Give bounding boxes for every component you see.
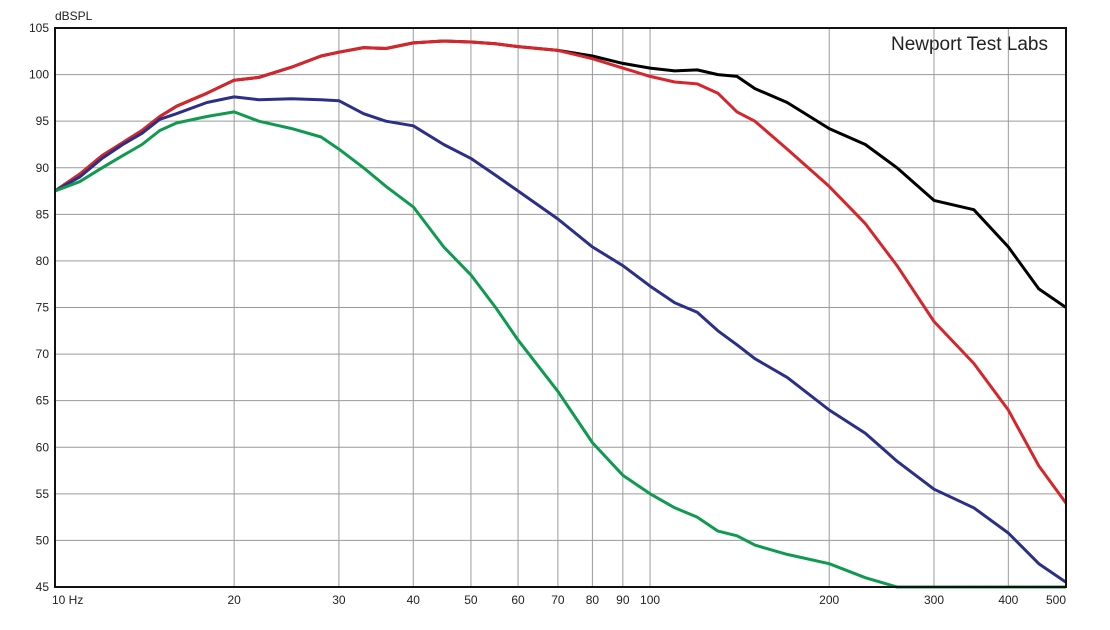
x-tick-label: 50 (464, 593, 478, 607)
y-tick-label: 105 (29, 21, 49, 35)
x-tick-label: 300 (924, 593, 944, 607)
x-tick-label: 30 (332, 593, 346, 607)
series-line (54, 39, 1068, 504)
y-tick-label: 95 (36, 114, 50, 128)
series-line (54, 110, 1066, 589)
x-tick-label: 20 (227, 593, 241, 607)
y-tick-label: 85 (36, 207, 50, 221)
y-tick-label: 60 (36, 440, 50, 454)
y-axis-label: dBSPL (55, 9, 93, 23)
plot-frame (54, 27, 1067, 588)
x-tick-label: 500 (1046, 593, 1066, 607)
x-tick-label: 10 Hz (52, 593, 83, 607)
x-tick-label: 40 (407, 593, 421, 607)
annotation: Newport Test Labs (891, 34, 1048, 55)
y-tick-label: 70 (36, 347, 50, 361)
x-tick-label: 200 (819, 593, 839, 607)
y-tick-label: 50 (36, 533, 50, 547)
y-tick-label: 80 (36, 254, 50, 268)
x-tick-label: 90 (616, 593, 630, 607)
y-tick-label: 45 (36, 580, 50, 594)
x-tick-label: 60 (511, 593, 525, 607)
x-tick-label: 70 (551, 593, 565, 607)
x-tick-label: 400 (998, 593, 1018, 607)
y-tick-label: 90 (36, 161, 50, 175)
y-tick-label: 100 (29, 68, 49, 82)
y-tick-label: 75 (36, 301, 50, 315)
x-tick-label: 100 (640, 593, 660, 607)
y-tick-label: 55 (36, 487, 50, 501)
x-tick-label: 80 (586, 593, 600, 607)
series-line (54, 95, 1067, 584)
series-line (54, 39, 1067, 309)
y-tick-label: 65 (36, 394, 50, 408)
